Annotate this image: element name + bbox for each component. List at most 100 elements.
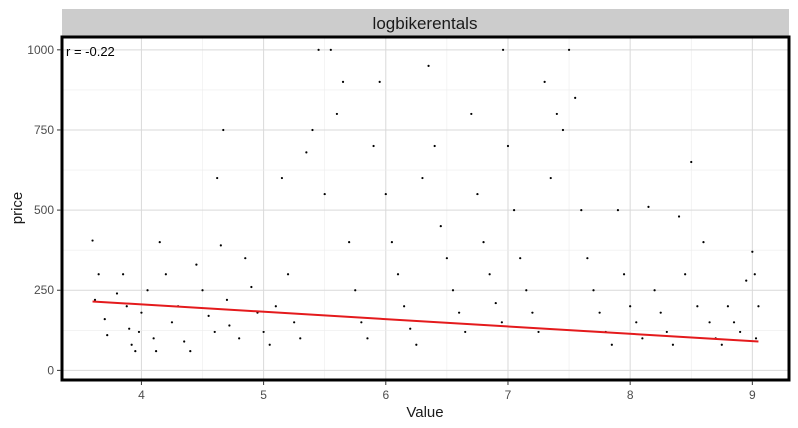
data-point (164, 273, 167, 276)
data-point (671, 343, 675, 346)
data-point (274, 305, 277, 308)
data-point (592, 289, 595, 292)
data-point (311, 128, 314, 132)
data-point (317, 48, 320, 51)
x-tick-label: 4 (138, 388, 145, 402)
data-point (690, 160, 693, 164)
data-point (708, 321, 711, 324)
data-point (549, 176, 552, 180)
data-point (154, 350, 158, 353)
x-axis-label: Value (406, 404, 443, 421)
data-point (125, 305, 128, 308)
data-point (219, 244, 222, 247)
data-point (567, 48, 571, 51)
data-point (677, 215, 681, 218)
data-point (610, 343, 613, 346)
correlation-annotation: r = -0.22 (66, 44, 115, 59)
data-point (366, 337, 369, 340)
data-point (684, 273, 687, 276)
data-point (91, 239, 94, 242)
data-point (500, 321, 503, 324)
data-point (754, 337, 758, 340)
data-point (189, 350, 192, 353)
x-axis-ticks: 4 5 6 7 8 9 (138, 381, 756, 402)
data-point (329, 48, 332, 51)
y-axis-label: price (9, 192, 26, 225)
data-point (183, 340, 186, 343)
data-point (115, 292, 119, 295)
data-point (158, 241, 161, 244)
data-point (482, 241, 485, 244)
x-tick-label: 9 (749, 388, 756, 402)
data-point (470, 112, 473, 116)
data-point (268, 343, 271, 346)
data-point (106, 334, 109, 337)
data-point (445, 257, 448, 260)
data-point (121, 273, 125, 276)
data-point (323, 192, 326, 196)
data-point (751, 250, 754, 253)
data-point (696, 305, 699, 308)
data-point (641, 337, 644, 340)
data-point (384, 192, 387, 196)
data-point (732, 321, 736, 324)
data-point (653, 289, 656, 292)
data-point (476, 192, 479, 196)
data-point (494, 301, 497, 305)
data-point (702, 241, 705, 244)
facet-title: logbikerentals (373, 14, 478, 33)
trend-line-group (92, 300, 759, 343)
data-point (622, 273, 626, 276)
data-point (647, 205, 650, 208)
data-point (262, 330, 265, 334)
data-point (286, 273, 290, 276)
data-point (170, 321, 174, 324)
data-point (525, 289, 528, 292)
x-tick-label: 6 (382, 388, 389, 402)
data-point (561, 128, 565, 132)
data-point (103, 317, 106, 321)
data-point (757, 305, 760, 308)
data-point (726, 305, 730, 308)
panel-border (60, 35, 791, 382)
data-point (439, 225, 442, 228)
data-point (130, 343, 133, 346)
data-point (354, 289, 357, 292)
data-point (201, 289, 204, 292)
data-point (506, 144, 510, 148)
data-point (629, 305, 632, 308)
data-point (720, 343, 723, 346)
data-point (739, 330, 742, 334)
y-tick-label: 500 (34, 203, 54, 217)
data-point (360, 321, 363, 324)
trend-line (92, 300, 759, 343)
data-point (378, 80, 381, 83)
data-point (488, 273, 491, 276)
data-point (665, 330, 668, 334)
data-point (372, 144, 375, 148)
data-point (390, 241, 393, 244)
data-point (501, 48, 505, 51)
data-point (519, 257, 522, 260)
x-tick-label: 5 (260, 388, 267, 402)
data-point (348, 241, 351, 244)
y-axis-ticks: 0 250 500 750 1000 (27, 43, 61, 377)
data-point (458, 311, 461, 314)
data-point (152, 337, 155, 340)
data-point (225, 298, 229, 301)
data-point (745, 279, 748, 282)
data-point (421, 176, 424, 180)
data-point (580, 209, 583, 212)
data-point (216, 176, 219, 180)
data-point (543, 80, 546, 83)
data-point (433, 144, 436, 148)
data-point (341, 80, 345, 83)
data-point (335, 112, 339, 116)
data-point (250, 285, 253, 289)
data-point (238, 337, 241, 340)
data-point (635, 321, 638, 324)
data-point (146, 289, 149, 292)
y-tick-label: 1000 (27, 43, 54, 57)
data-point (213, 330, 216, 334)
